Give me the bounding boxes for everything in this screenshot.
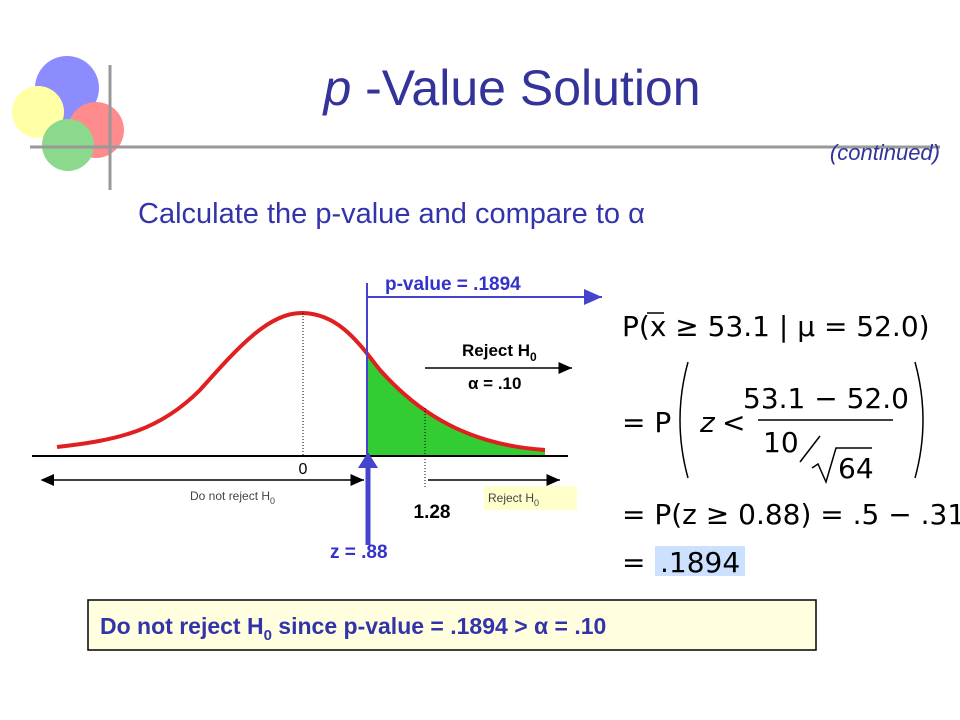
formula-z: z bbox=[699, 406, 716, 439]
formulas: P(x ≥ 53.1 | μ = 52.0) = P z < 53.1 − 52… bbox=[622, 310, 960, 579]
formula-line4: = .1894 bbox=[622, 546, 740, 579]
subscript: 0 bbox=[270, 496, 275, 506]
part: Do not reject H bbox=[100, 613, 264, 639]
alpha-label: α = .10 bbox=[468, 374, 521, 393]
subscript: 0 bbox=[264, 627, 272, 644]
p-value-label: p-value = .1894 bbox=[385, 274, 521, 295]
label: Reject H bbox=[462, 341, 530, 360]
do-not-reject: Do not reject H0 bbox=[190, 489, 275, 506]
formula-line1: P(x ≥ 53.1 | μ = 52.0) bbox=[622, 310, 930, 343]
formula-lt: < bbox=[722, 406, 745, 439]
root: 64 bbox=[838, 452, 874, 485]
part: P( bbox=[622, 310, 650, 343]
title-italic: p bbox=[321, 60, 351, 116]
part: ≥ 53.1 | μ = 52.0) bbox=[666, 310, 929, 343]
logo bbox=[12, 56, 124, 171]
critical-label: 1.28 bbox=[414, 502, 451, 523]
zero-label: 0 bbox=[299, 461, 308, 478]
numerator: 53.1 − 52.0 bbox=[743, 382, 909, 415]
denominator: 10 bbox=[763, 426, 799, 459]
heading: Calculate the p-value and compare to α bbox=[138, 198, 645, 230]
part: x bbox=[650, 310, 667, 343]
part: .1894 bbox=[660, 546, 740, 579]
z-label: z = .88 bbox=[330, 542, 388, 563]
formula-line3: = P(z ≥ 0.88) = .5 − .3106 bbox=[622, 498, 960, 531]
conclusion: Do not reject H0 since p-value = .1894 >… bbox=[100, 613, 606, 644]
reject-box: Reject H0 bbox=[488, 491, 539, 508]
part: since p-value = .1894 > α = .10 bbox=[272, 613, 606, 639]
subscript: 0 bbox=[534, 498, 539, 508]
diagram: p-value = .1894 Reject H0 α = .10 0 Do n… bbox=[32, 274, 602, 563]
conclusion-box bbox=[87, 599, 817, 651]
subscript: 0 bbox=[530, 350, 537, 364]
subtitle: (continued) bbox=[830, 140, 940, 165]
title-rest: -Value Solution bbox=[351, 60, 700, 116]
title: p -Value Solution bbox=[321, 60, 700, 116]
part: = bbox=[622, 546, 645, 579]
label: Do not reject H bbox=[190, 489, 270, 503]
formula-eq: = P bbox=[622, 406, 671, 439]
reject-top: Reject H0 bbox=[462, 341, 537, 364]
label: Reject H bbox=[488, 491, 534, 505]
